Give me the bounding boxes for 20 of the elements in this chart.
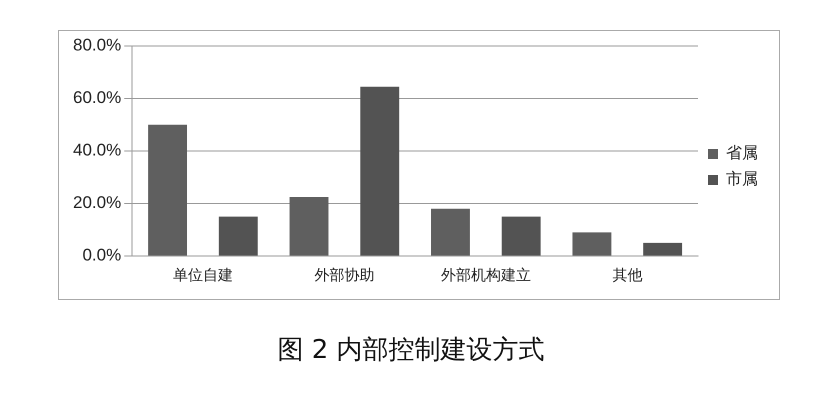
text: 图 2 内部控制建设方式 bbox=[276, 334, 546, 367]
bar bbox=[643, 242, 682, 256]
bar bbox=[360, 86, 400, 256]
bar bbox=[290, 196, 328, 256]
y-tick-label: 40.0% bbox=[73, 140, 122, 160]
legend-label: 省属 bbox=[726, 143, 758, 162]
y-tick-label: 20.0% bbox=[73, 193, 122, 212]
y-tick-label: 80.0% bbox=[73, 36, 122, 55]
y-tick-label: 0.0% bbox=[82, 246, 122, 265]
bar bbox=[431, 208, 470, 256]
y-tick-label: 60.0% bbox=[73, 88, 122, 108]
x-tick-label: 其他 bbox=[612, 266, 642, 284]
x-tick-label: 外部机构建立 bbox=[440, 266, 531, 284]
bar bbox=[148, 124, 188, 256]
x-tick-label: 外部协助 bbox=[314, 266, 374, 284]
legend-label: 市属 bbox=[726, 169, 758, 188]
x-tick-label: 单位自建 bbox=[172, 266, 233, 284]
bar bbox=[218, 216, 258, 256]
bar bbox=[502, 216, 541, 256]
bar bbox=[572, 232, 612, 256]
